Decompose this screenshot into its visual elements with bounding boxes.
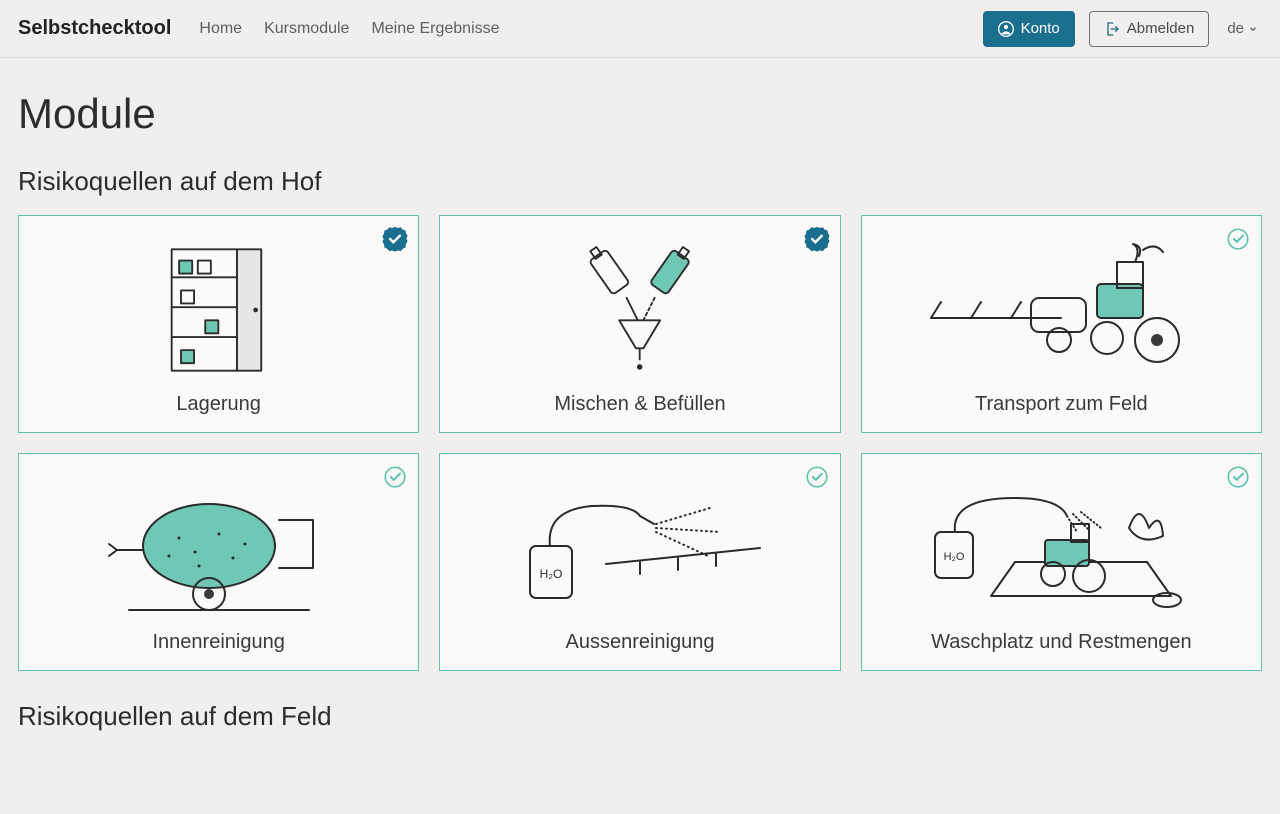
chevron-down-icon: [1248, 24, 1258, 34]
module-label: Transport zum Feld: [975, 393, 1148, 416]
language-selector[interactable]: de: [1223, 20, 1262, 37]
status-badge-open-icon: [1225, 464, 1251, 490]
status-badge-open-icon: [804, 464, 830, 490]
module-label: Lagerung: [176, 393, 261, 416]
svg-text:H₂O: H₂O: [944, 551, 965, 563]
module-card-lagerung[interactable]: Lagerung: [18, 215, 419, 433]
module-card-aussenreinigung[interactable]: H₂O Aussenreinigung: [439, 453, 840, 671]
user-circle-icon: [998, 21, 1014, 37]
logout-button-label: Abmelden: [1127, 20, 1195, 37]
outerclean-illustration-icon: H₂O: [450, 468, 829, 627]
transport-illustration-icon: [872, 230, 1251, 389]
module-label: Waschplatz und Restmengen: [931, 631, 1192, 654]
module-card-waschplatz[interactable]: H₂O: [861, 453, 1262, 671]
content: Module Risikoquellen auf dem Hof: [0, 58, 1280, 732]
module-card-transport[interactable]: Transport zum Feld: [861, 215, 1262, 433]
section-title-hof: Risikoquellen auf dem Hof: [18, 166, 1262, 197]
nav-link-kursmodule[interactable]: Kursmodule: [264, 20, 349, 38]
status-badge-open-icon: [382, 464, 408, 490]
page-title: Module: [18, 90, 1262, 138]
account-button-label: Konto: [1021, 20, 1060, 37]
washplace-illustration-icon: H₂O: [872, 468, 1251, 627]
module-label: Mischen & Befüllen: [554, 393, 725, 416]
status-badge-open-icon: [1225, 226, 1251, 252]
innerclean-illustration-icon: [29, 468, 408, 627]
nav-right: Konto Abmelden de: [983, 11, 1262, 47]
storage-illustration-icon: [29, 230, 408, 389]
module-card-innenreinigung[interactable]: Innenreinigung: [18, 453, 419, 671]
status-badge-done-icon: [804, 226, 830, 252]
navbar: Selbstchecktool Home Kursmodule Meine Er…: [0, 0, 1280, 58]
svg-text:H₂O: H₂O: [540, 567, 563, 581]
module-card-mischen[interactable]: Mischen & Befüllen: [439, 215, 840, 433]
logout-icon: [1104, 21, 1120, 37]
nav-link-home[interactable]: Home: [199, 20, 242, 38]
nav-link-ergebnisse[interactable]: Meine Ergebnisse: [371, 20, 499, 38]
brand[interactable]: Selbstchecktool: [18, 17, 171, 40]
module-grid-hof: Lagerung: [18, 215, 1262, 671]
module-label: Aussenreinigung: [565, 631, 714, 654]
logout-button[interactable]: Abmelden: [1089, 11, 1210, 47]
status-badge-done-icon: [382, 226, 408, 252]
account-button[interactable]: Konto: [983, 11, 1075, 47]
language-label: de: [1227, 20, 1244, 37]
module-label: Innenreinigung: [152, 631, 284, 654]
nav-links: Home Kursmodule Meine Ergebnisse: [199, 20, 499, 38]
mixing-illustration-icon: [450, 230, 829, 389]
section-title-feld: Risikoquellen auf dem Feld: [18, 701, 1262, 732]
